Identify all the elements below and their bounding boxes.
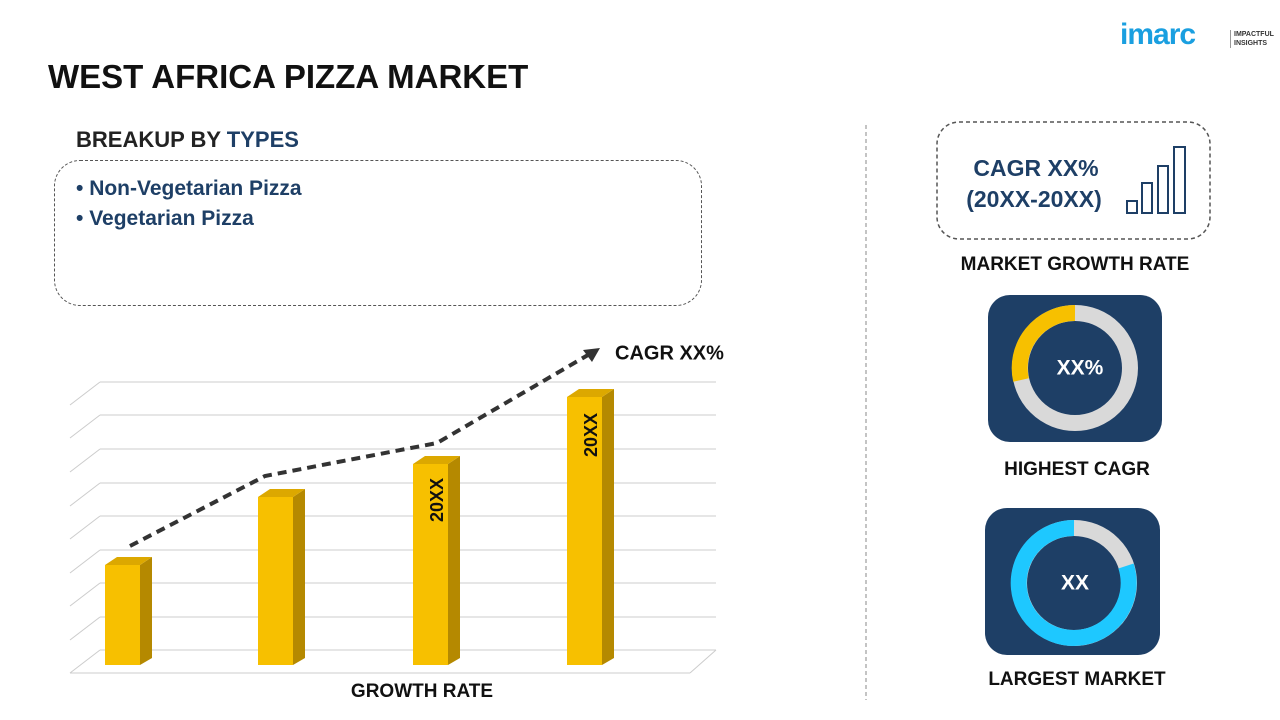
bar-label: 20XX <box>427 478 447 522</box>
trend-line <box>129 353 590 548</box>
largest-value: XX <box>1061 572 1089 595</box>
highest-value: XX% <box>1057 357 1104 380</box>
donut-arc <box>1011 304 1076 382</box>
bar-top <box>258 489 305 497</box>
grid <box>69 381 717 674</box>
bar-label: 20XX <box>581 413 601 457</box>
bar-top <box>105 557 152 565</box>
logo-tagline: IMPACTFUL INSIGHTS <box>1230 30 1274 48</box>
logo: imarc IMPACTFUL INSIGHTS <box>1120 18 1274 52</box>
heading-prefix: BREAKUP BY <box>76 127 221 152</box>
bar <box>258 497 293 665</box>
caption: MARKET GROWTH RATE <box>961 254 1190 275</box>
logo-name: imarc <box>1120 18 1196 51</box>
caption: HIGHEST CAGR <box>1004 459 1150 480</box>
bar <box>567 397 602 665</box>
breakup-heading: BREAKUP BY TYPES <box>76 127 299 153</box>
bars <box>105 389 614 665</box>
bar <box>413 464 448 665</box>
bar-side <box>602 389 614 665</box>
trend-label: CAGR XX% <box>615 342 724 364</box>
cagr-text: CAGR XX% <box>973 155 1098 181</box>
bar <box>105 565 140 665</box>
tagline: INSIGHTS <box>1234 40 1268 47</box>
bar-top <box>413 456 460 464</box>
list-item: • Non-Vegetarian Pizza <box>76 177 302 200</box>
donut-arc <box>1010 519 1137 646</box>
cagr-text: (20XX-20XX) <box>966 186 1102 212</box>
axis-label: GROWTH RATE <box>351 681 493 702</box>
bar-side <box>448 456 460 665</box>
title: WEST AFRICA PIZZA MARKET <box>48 58 529 95</box>
cagr-box <box>936 121 1211 240</box>
breakup-list: • Non-Vegetarian Pizza • Vegetarian Pizz… <box>76 174 302 234</box>
trend-arrow <box>583 348 600 362</box>
caption: LARGEST MARKET <box>988 669 1166 690</box>
breakup-box <box>54 160 702 306</box>
tagline: IMPACTFUL <box>1234 31 1274 38</box>
list-item: • Vegetarian Pizza <box>76 207 254 230</box>
heading-highlight: TYPES <box>226 127 299 152</box>
bar-top <box>567 389 614 397</box>
growth-icon <box>1126 146 1186 214</box>
item-text: Non-Vegetarian Pizza <box>89 177 302 200</box>
bar-side <box>140 557 152 665</box>
bar-side <box>293 489 305 665</box>
item-text: Vegetarian Pizza <box>89 207 254 230</box>
